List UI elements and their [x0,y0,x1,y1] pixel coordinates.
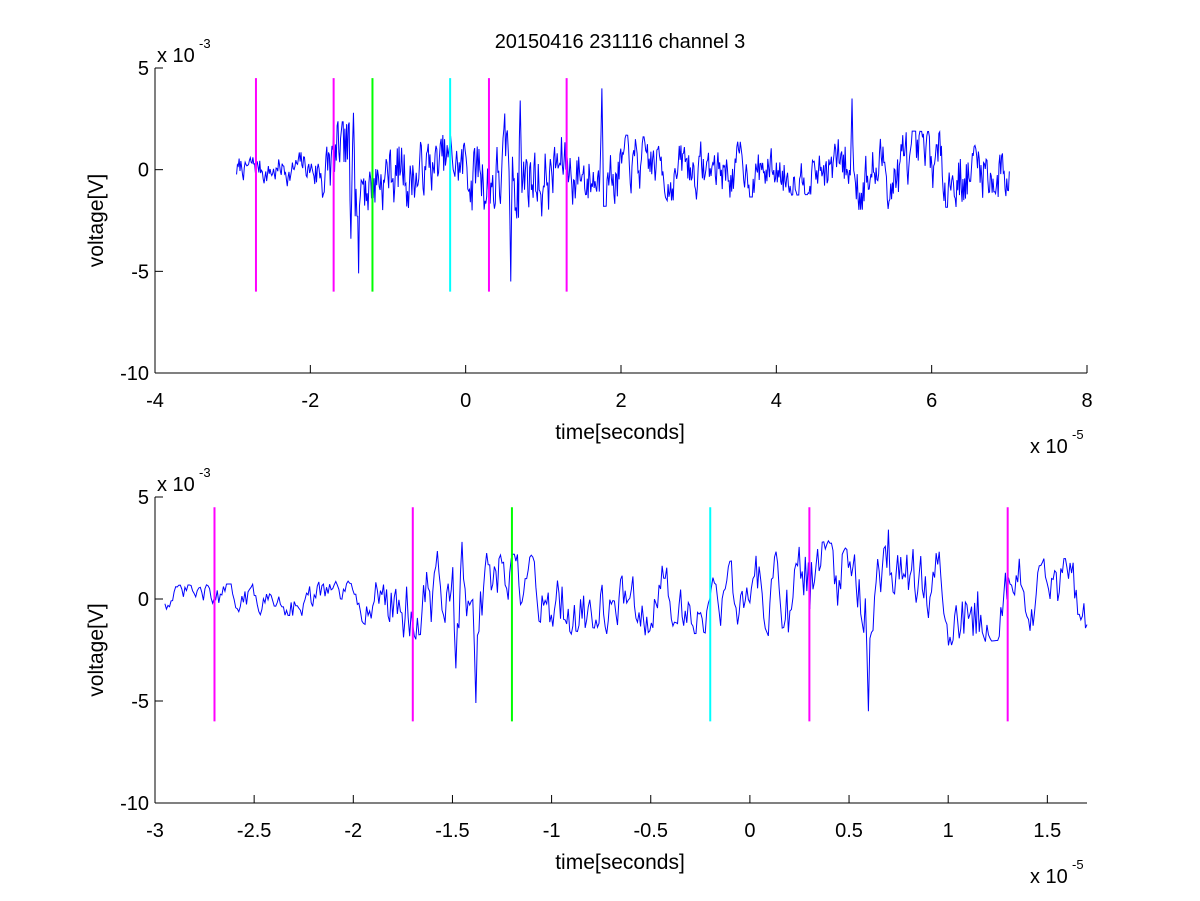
y-exponent-value: -3 [199,36,211,51]
x-exponent-label: x 10 [1030,436,1068,458]
x-tick-label: 0.5 [835,820,863,842]
x-tick-label: -1.5 [435,820,469,842]
y-exponent-label: x 10 [157,45,195,67]
y-exponent-value: -3 [199,465,211,480]
signal-trace [236,88,1010,282]
y-tick-label: -5 [131,691,149,713]
x-tick-label: 2 [615,390,626,412]
y-tick-label: 0 [138,160,149,182]
bottom-subplot: -3 -2.5 -2 -1.5 -1 -0.5 0 0.5 1 1.5 -10 -5 0 5 time[se… [85,465,1088,888]
x-tick-label: -1 [543,820,561,842]
x-tick-label: 1 [943,820,954,842]
y-axis-label: voltage[V] [85,174,108,267]
y-tick-label: -10 [120,793,149,815]
x-axis-label: time[seconds] [555,421,685,444]
top-subplot: -4 -2 0 2 4 6 8 -10 -5 0 5 time[seconds] voltage[V] x… [85,36,1093,458]
x-tick-label: 0 [744,820,755,842]
x-tick-label: -0.5 [634,820,668,842]
y-tick-label: -10 [120,363,149,385]
y-tick-label: 5 [138,58,149,80]
x-tick-label: -2.5 [237,820,271,842]
y-exponent-label: x 10 [157,474,195,496]
x-exponent-value: -5 [1072,427,1084,442]
x-tick-label: -2 [344,820,362,842]
x-tick-label: 0 [460,390,471,412]
x-tick-label: -2 [301,390,319,412]
x-axis-label: time[seconds] [555,851,685,874]
x-tick-label: 8 [1081,390,1092,412]
x-exponent-label: x 10 [1030,866,1068,888]
x-tick-label: -4 [146,390,164,412]
x-tick-label: 4 [771,390,782,412]
y-tick-label: 5 [138,487,149,509]
x-exponent-value: -5 [1072,857,1084,872]
y-tick-label: -5 [131,261,149,283]
x-tick-label: 6 [926,390,937,412]
signal-trace [164,529,1088,712]
y-axis-label: voltage[V] [85,603,108,696]
y-tick-label: 0 [138,589,149,611]
x-tick-label: 1.5 [1033,820,1061,842]
x-tick-label: -3 [146,820,164,842]
figure-title: 20150416 231116 channel 3 [495,31,746,53]
